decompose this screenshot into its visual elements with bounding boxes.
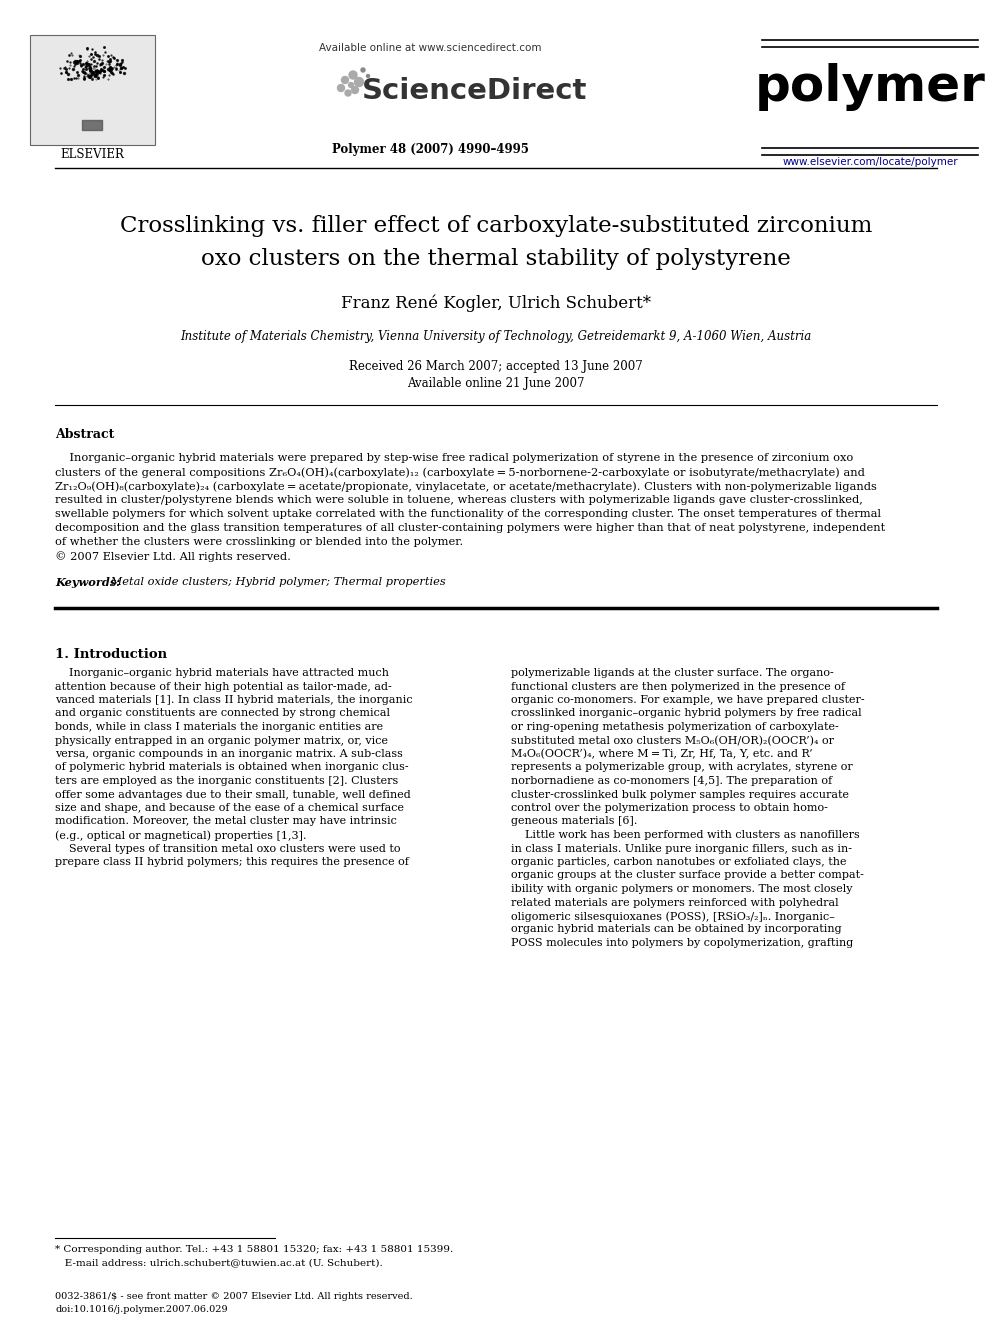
Text: related materials are polymers reinforced with polyhedral: related materials are polymers reinforce… xyxy=(511,897,838,908)
Text: versa, organic compounds in an inorganic matrix. A sub-class: versa, organic compounds in an inorganic… xyxy=(55,749,403,759)
Text: offer some advantages due to their small, tunable, well defined: offer some advantages due to their small… xyxy=(55,790,411,799)
Text: Polymer 48 (2007) 4990–4995: Polymer 48 (2007) 4990–4995 xyxy=(331,143,529,156)
Text: swellable polymers for which solvent uptake correlated with the functionality of: swellable polymers for which solvent upt… xyxy=(55,509,881,519)
Text: geneous materials [6].: geneous materials [6]. xyxy=(511,816,638,827)
Circle shape xyxy=(337,85,344,91)
Text: oligomeric silsesquioxanes (POSS), [RSiO₃/₂]ₙ. Inorganic–: oligomeric silsesquioxanes (POSS), [RSiO… xyxy=(511,912,835,922)
Text: © 2007 Elsevier Ltd. All rights reserved.: © 2007 Elsevier Ltd. All rights reserved… xyxy=(55,550,291,562)
Text: Inorganic–organic hybrid materials were prepared by step-wise free radical polym: Inorganic–organic hybrid materials were … xyxy=(55,452,853,463)
Text: prepare class II hybrid polymers; this requires the presence of: prepare class II hybrid polymers; this r… xyxy=(55,857,409,867)
Circle shape xyxy=(341,77,348,83)
Text: bonds, while in class I materials the inorganic entities are: bonds, while in class I materials the in… xyxy=(55,722,383,732)
Circle shape xyxy=(349,71,357,79)
Text: polymerizable ligands at the cluster surface. The organo-: polymerizable ligands at the cluster sur… xyxy=(511,668,833,677)
Text: norbornadiene as co-monomers [4,5]. The preparation of: norbornadiene as co-monomers [4,5]. The … xyxy=(511,777,832,786)
Text: decomposition and the glass transition temperatures of all cluster-containing po: decomposition and the glass transition t… xyxy=(55,523,885,533)
Text: of polymeric hybrid materials is obtained when inorganic clus-: of polymeric hybrid materials is obtaine… xyxy=(55,762,409,773)
Text: vanced materials [1]. In class II hybrid materials, the inorganic: vanced materials [1]. In class II hybrid… xyxy=(55,695,413,705)
Text: * Corresponding author. Tel.: +43 1 58801 15320; fax: +43 1 58801 15399.: * Corresponding author. Tel.: +43 1 5880… xyxy=(55,1245,453,1254)
Text: Zr₁₂O₉(OH)₈(carboxylate)₂₄ (carboxylate = acetate/propionate, vinylacetate, or a: Zr₁₂O₉(OH)₈(carboxylate)₂₄ (carboxylate … xyxy=(55,482,877,492)
Text: M₄O₆(OOCR’)₄, where M = Ti, Zr, Hf, Ta, Y, etc. and R’: M₄O₆(OOCR’)₄, where M = Ti, Zr, Hf, Ta, … xyxy=(511,749,812,759)
Text: POSS molecules into polymers by copolymerization, grafting: POSS molecules into polymers by copolyme… xyxy=(511,938,853,949)
Text: clusters of the general compositions Zr₆O₄(OH)₄(carboxylate)₁₂ (carboxylate = 5-: clusters of the general compositions Zr₆… xyxy=(55,467,865,478)
Text: (e.g., optical or magnetical) properties [1,3].: (e.g., optical or magnetical) properties… xyxy=(55,830,307,840)
Circle shape xyxy=(348,82,353,87)
Text: and organic constituents are connected by strong chemical: and organic constituents are connected b… xyxy=(55,709,390,718)
Text: organic hybrid materials can be obtained by incorporating: organic hybrid materials can be obtained… xyxy=(511,925,841,934)
Text: organic co-monomers. For example, we have prepared cluster-: organic co-monomers. For example, we hav… xyxy=(511,695,865,705)
Text: Crosslinking vs. filler effect of carboxylate-substituted zirconium: Crosslinking vs. filler effect of carbox… xyxy=(120,216,872,237)
Circle shape xyxy=(354,78,363,86)
Text: ScienceDirect: ScienceDirect xyxy=(362,77,587,105)
Text: ibility with organic polymers or monomers. The most closely: ibility with organic polymers or monomer… xyxy=(511,884,852,894)
Text: in class I materials. Unlike pure inorganic fillers, such as in-: in class I materials. Unlike pure inorga… xyxy=(511,844,852,853)
Text: E-mail address: ulrich.schubert@tuwien.ac.at (U. Schubert).: E-mail address: ulrich.schubert@tuwien.a… xyxy=(55,1258,383,1267)
Text: www.elsevier.com/locate/polymer: www.elsevier.com/locate/polymer xyxy=(782,157,958,167)
Text: Received 26 March 2007; accepted 13 June 2007: Received 26 March 2007; accepted 13 June… xyxy=(349,360,643,373)
Text: Little work has been performed with clusters as nanofillers: Little work has been performed with clus… xyxy=(511,830,860,840)
Text: Franz René Kogler, Ulrich Schubert*: Franz René Kogler, Ulrich Schubert* xyxy=(341,295,651,312)
Text: Several types of transition metal oxo clusters were used to: Several types of transition metal oxo cl… xyxy=(55,844,401,853)
Text: Abstract: Abstract xyxy=(55,429,114,441)
Text: 0032-3861/$ - see front matter © 2007 Elsevier Ltd. All rights reserved.: 0032-3861/$ - see front matter © 2007 El… xyxy=(55,1293,413,1301)
Text: or ring-opening metathesis polymerization of carboxylate-: or ring-opening metathesis polymerizatio… xyxy=(511,722,839,732)
Text: attention because of their high potential as tailor-made, ad-: attention because of their high potentia… xyxy=(55,681,392,692)
Text: polymer: polymer xyxy=(755,64,985,111)
Text: Available online at www.sciencedirect.com: Available online at www.sciencedirect.co… xyxy=(318,44,542,53)
Text: modification. Moreover, the metal cluster may have intrinsic: modification. Moreover, the metal cluste… xyxy=(55,816,397,827)
Text: 1. Introduction: 1. Introduction xyxy=(55,648,167,662)
Text: control over the polymerization process to obtain homo-: control over the polymerization process … xyxy=(511,803,828,814)
Text: size and shape, and because of the ease of a chemical surface: size and shape, and because of the ease … xyxy=(55,803,404,814)
Circle shape xyxy=(345,90,351,97)
Text: resulted in cluster/polystyrene blends which were soluble in toluene, whereas cl: resulted in cluster/polystyrene blends w… xyxy=(55,495,863,505)
Text: Available online 21 June 2007: Available online 21 June 2007 xyxy=(408,377,584,390)
Circle shape xyxy=(361,67,365,71)
Text: Metal oxide clusters; Hybrid polymer; Thermal properties: Metal oxide clusters; Hybrid polymer; Th… xyxy=(107,577,445,587)
Text: functional clusters are then polymerized in the presence of: functional clusters are then polymerized… xyxy=(511,681,845,692)
Text: of whether the clusters were crosslinking or blended into the polymer.: of whether the clusters were crosslinkin… xyxy=(55,537,463,546)
Text: substituted metal oxo clusters M₅O₆(OH/OR)₂(OOCR’)₄ or: substituted metal oxo clusters M₅O₆(OH/O… xyxy=(511,736,834,746)
Circle shape xyxy=(351,86,358,94)
Circle shape xyxy=(366,74,369,78)
Bar xyxy=(30,34,155,146)
Text: doi:10.1016/j.polymer.2007.06.029: doi:10.1016/j.polymer.2007.06.029 xyxy=(55,1304,227,1314)
Text: Inorganic–organic hybrid materials have attracted much: Inorganic–organic hybrid materials have … xyxy=(55,668,389,677)
Text: cluster-crosslinked bulk polymer samples requires accurate: cluster-crosslinked bulk polymer samples… xyxy=(511,790,849,799)
Text: represents a polymerizable group, with acrylates, styrene or: represents a polymerizable group, with a… xyxy=(511,762,853,773)
Text: oxo clusters on the thermal stability of polystyrene: oxo clusters on the thermal stability of… xyxy=(201,247,791,270)
Text: ELSEVIER: ELSEVIER xyxy=(61,148,124,161)
Text: ters are employed as the inorganic constituents [2]. Clusters: ters are employed as the inorganic const… xyxy=(55,777,398,786)
Text: organic particles, carbon nanotubes or exfoliated clays, the: organic particles, carbon nanotubes or e… xyxy=(511,857,846,867)
Text: organic groups at the cluster surface provide a better compat-: organic groups at the cluster surface pr… xyxy=(511,871,864,881)
Text: Institute of Materials Chemistry, Vienna University of Technology, Getreidemarkt: Institute of Materials Chemistry, Vienna… xyxy=(181,329,811,343)
Text: physically entrapped in an organic polymer matrix, or, vice: physically entrapped in an organic polym… xyxy=(55,736,388,745)
Text: crosslinked inorganic–organic hybrid polymers by free radical: crosslinked inorganic–organic hybrid pol… xyxy=(511,709,862,718)
Text: Keywords:: Keywords: xyxy=(55,577,120,587)
